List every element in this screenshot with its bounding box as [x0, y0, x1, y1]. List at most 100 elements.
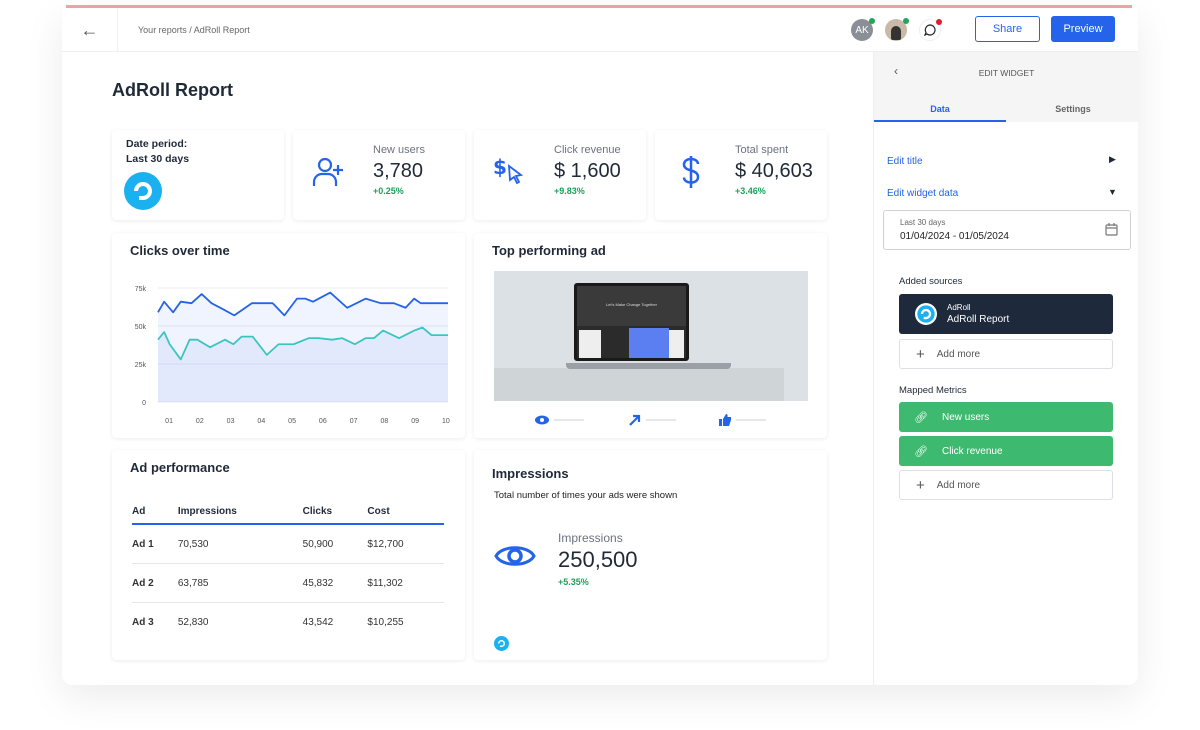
kpi-label: New users [373, 144, 425, 156]
user-photo-avatar[interactable] [885, 18, 909, 41]
clicks-over-time-card[interactable]: Clicks over time 0 25k 50k 75k 01 02 03 04 05 06 0… [112, 233, 465, 438]
kpi-card-total-spent[interactable]: Total spent $ 40,603 +3.46% [655, 130, 827, 220]
kpi-card-new-users[interactable]: New users 3,780 +0.25% [293, 130, 465, 220]
adroll-logo-icon [494, 636, 509, 651]
cell-ad: Ad 2 [132, 563, 178, 603]
col-cost[interactable]: Cost [367, 502, 444, 525]
eye-icon [494, 546, 536, 566]
x-tick-label: 06 [319, 418, 327, 425]
date-range-value: 01/04/2024 - 01/05/2024 [900, 231, 1009, 242]
top-performing-ad-card[interactable]: Top performing ad Let's Make Change Toge… [474, 233, 827, 438]
y-tick-label: 75k [135, 286, 147, 293]
x-tick-label: 04 [257, 418, 265, 425]
date-period-card[interactable]: Date period: Last 30 days [112, 130, 284, 220]
kpi-card-click-revenue[interactable]: $ Click revenue $ 1,600 +9.83% [474, 130, 646, 220]
impressions-card[interactable]: Impressions Total number of times your a… [474, 450, 827, 660]
avatar[interactable]: AK [851, 18, 875, 41]
app-window: ← Your reports / AdRoll Report AK Share … [62, 8, 1138, 685]
ad-performance-card[interactable]: Ad performance Ad Impressions Clicks Cos… [112, 450, 465, 660]
y-tick-label: 25k [135, 362, 147, 369]
kpi-value: 3,780 [373, 160, 424, 182]
cell-clicks: 45,832 [302, 563, 368, 603]
cell-cost: $10,255 [367, 617, 404, 628]
source-report: AdRoll Report [947, 314, 1010, 325]
x-tick-label: 10 [442, 418, 450, 425]
date-period-label: Date period: [126, 138, 188, 150]
series-line-1 [157, 291, 448, 317]
kpi-value: $ 40,603 [735, 160, 813, 182]
table-header: Ad Impressions Clicks Cost [132, 502, 444, 525]
kpi-value: $ 1,600 [554, 160, 621, 182]
x-tick-label: 07 [350, 418, 358, 425]
arrow-icon [629, 414, 641, 426]
y-tick-label: 0 [142, 400, 146, 407]
cell-cost: $12,700 [367, 524, 444, 564]
metric-new-users[interactable]: 🔗︎ New users [899, 402, 1113, 432]
chevron-left-icon[interactable]: ‹ [894, 64, 898, 78]
x-tick-label: 03 [227, 418, 235, 425]
ad-image[interactable]: Let's Make Change Together [494, 271, 808, 401]
kpi-delta: +3.46% [735, 186, 766, 196]
card-title: Impressions [492, 466, 569, 481]
page-title: AdRoll Report [112, 80, 233, 100]
col-clicks[interactable]: Clicks [302, 502, 368, 525]
series-line-2 [157, 326, 448, 361]
plus-icon: + [916, 345, 925, 363]
edit-widget-data-link[interactable]: Edit widget data [887, 188, 959, 199]
series-area-2 [158, 327, 448, 402]
share-button[interactable]: Share [975, 16, 1040, 42]
breadcrumb[interactable]: Your reports / AdRoll Report [138, 25, 250, 35]
mapped-metrics-heading: Mapped Metrics [899, 385, 967, 396]
col-impressions[interactable]: Impressions [177, 502, 303, 525]
chart-title: Clicks over time [130, 243, 230, 258]
impressions-label: Impressions [558, 531, 623, 545]
dollar-icon [682, 156, 700, 188]
adroll-logo-icon [124, 172, 162, 210]
add-source-button[interactable]: + Add more [899, 339, 1113, 369]
source-adroll[interactable]: AdRoll AdRoll Report [899, 294, 1113, 334]
x-tick-label: 08 [380, 418, 388, 425]
metric-click-revenue[interactable]: 🔗︎ Click revenue [899, 436, 1113, 466]
tab-data[interactable]: Data [874, 104, 1006, 122]
eye-icon [535, 415, 549, 425]
avatar-initials: AK [855, 24, 869, 36]
caret-right-icon[interactable]: ▶ [1109, 154, 1116, 164]
caret-down-icon[interactable]: ▼ [1108, 187, 1117, 197]
card-title: Top performing ad [492, 243, 606, 258]
ad-screen-headline: Let's Make Change Together [577, 286, 686, 326]
x-tick-label: 01 [165, 418, 173, 425]
svg-text:$: $ [493, 155, 507, 179]
table-row[interactable]: Ad 1 70,530 50,900 $12,700 [132, 524, 444, 564]
card-subtitle: Total number of times your ads were show… [494, 490, 678, 501]
x-tick-label: 02 [196, 418, 204, 425]
comment-icon[interactable] [919, 19, 942, 41]
preview-button[interactable]: Preview [1051, 16, 1115, 42]
impressions-value: 250,500 [558, 547, 638, 572]
top-bar: ← Your reports / AdRoll Report AK Share … [62, 8, 1138, 52]
add-more-label: Add more [936, 479, 981, 491]
metric-label: New users [941, 411, 990, 423]
user-plus-icon [312, 157, 343, 186]
x-tick-label: 09 [411, 418, 419, 425]
series-area-1 [158, 292, 448, 402]
add-metric-button[interactable]: + Add more [899, 470, 1113, 500]
panel-title: EDIT WIDGET [978, 68, 1035, 78]
table-row[interactable]: Ad 2 63,785 45,832 $11,302 [132, 563, 444, 603]
edit-title-link[interactable]: Edit title [887, 156, 923, 167]
y-tick-label: 50k [135, 324, 147, 331]
back-arrow-icon[interactable]: ← [62, 8, 118, 52]
calendar-icon[interactable] [1105, 223, 1118, 236]
kpi-delta: +0.25% [373, 186, 404, 196]
cell-impressions: 70,530 [177, 524, 303, 564]
kpi-label: Total spent [735, 144, 789, 156]
col-ad[interactable]: Ad [132, 502, 178, 525]
thumbs-up-icon [719, 414, 731, 426]
date-range-label: Last 30 days [900, 218, 946, 227]
dollar-cursor-icon: $ [493, 155, 524, 185]
table-row[interactable]: Ad 3 52,830 43,542 $10,255 [132, 603, 444, 642]
edit-widget-panel: ‹ EDIT WIDGET Data Settings Edit title ▶… [873, 52, 1138, 685]
impressions-delta: +5.35% [558, 577, 589, 587]
tab-settings[interactable]: Settings [1055, 104, 1091, 114]
date-range-input[interactable]: Last 30 days 01/04/2024 - 01/05/2024 [883, 210, 1131, 250]
panel-header: ‹ EDIT WIDGET Data Settings [874, 52, 1138, 122]
